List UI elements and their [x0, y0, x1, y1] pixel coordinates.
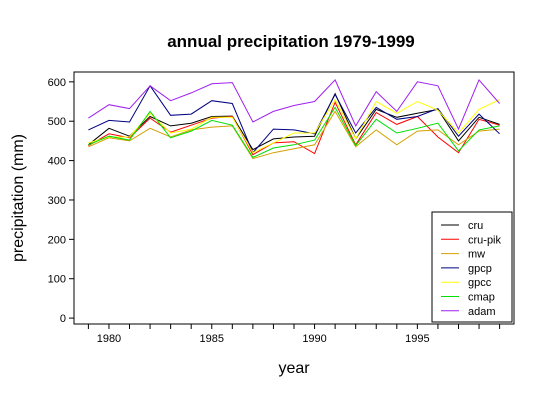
x-tick-label: 1990 [302, 333, 326, 345]
x-tick-label: 1995 [405, 333, 429, 345]
legend-label-mw: mw [468, 249, 485, 261]
series-line-mw [88, 110, 500, 160]
series-lines [88, 78, 500, 160]
x-tick-label: 1980 [97, 333, 121, 345]
legend-label-adam: adam [468, 306, 496, 318]
y-tick-label: 200 [48, 234, 66, 246]
series-line-adam [88, 78, 500, 131]
chart-title: annual precipitation 1979-1999 [167, 32, 415, 51]
legend: cru cru-pik mw gpcp gpcc cmap adam [431, 211, 513, 323]
axes: 1980 1985 1990 1995 0 100 200 300 400 500 600 [48, 77, 501, 345]
x-axis-label: year [278, 360, 310, 377]
x-tick-label: 1985 [200, 333, 224, 345]
y-tick-label: 0 [60, 313, 66, 325]
legend-label-cru-pik: cru-pik [468, 234, 502, 246]
y-tick-label: 100 [48, 274, 66, 286]
legend-label-gpcc: gpcc [468, 277, 492, 289]
series-line-gpcp [88, 84, 500, 154]
series-line-cmap [88, 106, 500, 159]
y-tick-label: 400 [48, 156, 66, 168]
y-axis-label: precipitation (mm) [10, 134, 27, 262]
legend-label-cmap: cmap [468, 292, 495, 304]
y-tick-label: 600 [48, 77, 66, 89]
y-tick-label: 300 [48, 195, 66, 207]
legend-label-cru: cru [468, 220, 483, 232]
y-tick-label: 500 [48, 116, 66, 128]
legend-box [431, 211, 513, 323]
legend-label-gpcp: gpcp [468, 263, 492, 275]
